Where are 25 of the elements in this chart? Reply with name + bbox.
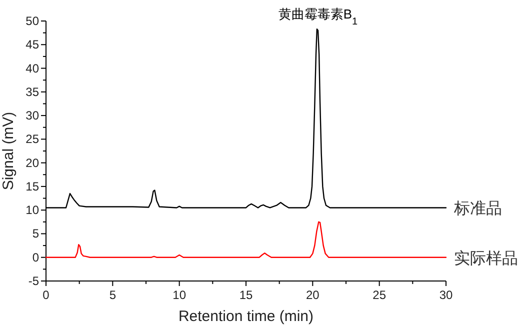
y-tick-label: 40 <box>26 61 40 76</box>
y-tick-label: 50 <box>26 14 40 28</box>
y-tick-label: 30 <box>26 108 40 123</box>
x-tick-label: 5 <box>109 288 116 302</box>
x-axis-title: Retention time (min) <box>178 308 314 325</box>
line-series <box>45 221 447 258</box>
y-tick-label: 20 <box>26 156 40 170</box>
y-tick-label: -5 <box>28 274 40 288</box>
series-label: 标准品 <box>453 200 502 218</box>
series-label: 实际样品 <box>454 249 518 268</box>
x-tick-label: 15 <box>239 288 253 302</box>
x-tick-label: 30 <box>439 288 453 302</box>
annotation: 黄曲霉毒素B$_{1}$ <box>278 6 358 27</box>
x-tick-label: 20 <box>306 288 320 302</box>
y-tick-label: 45 <box>26 38 40 52</box>
y-tick-label: 15 <box>26 179 40 194</box>
y-tick-label: 25 <box>26 132 40 146</box>
x-tick-label: 25 <box>372 288 386 302</box>
x-tick-label: 10 <box>172 288 186 302</box>
y-axis-title: Signal (mV) <box>0 112 17 190</box>
x-tick-label: 0 <box>42 288 50 302</box>
y-tick-label: 5 <box>32 226 40 241</box>
y-tick-label: 10 <box>26 203 40 218</box>
y-tick-label: 0 <box>32 250 40 264</box>
y-tick-label: 35 <box>26 84 40 99</box>
